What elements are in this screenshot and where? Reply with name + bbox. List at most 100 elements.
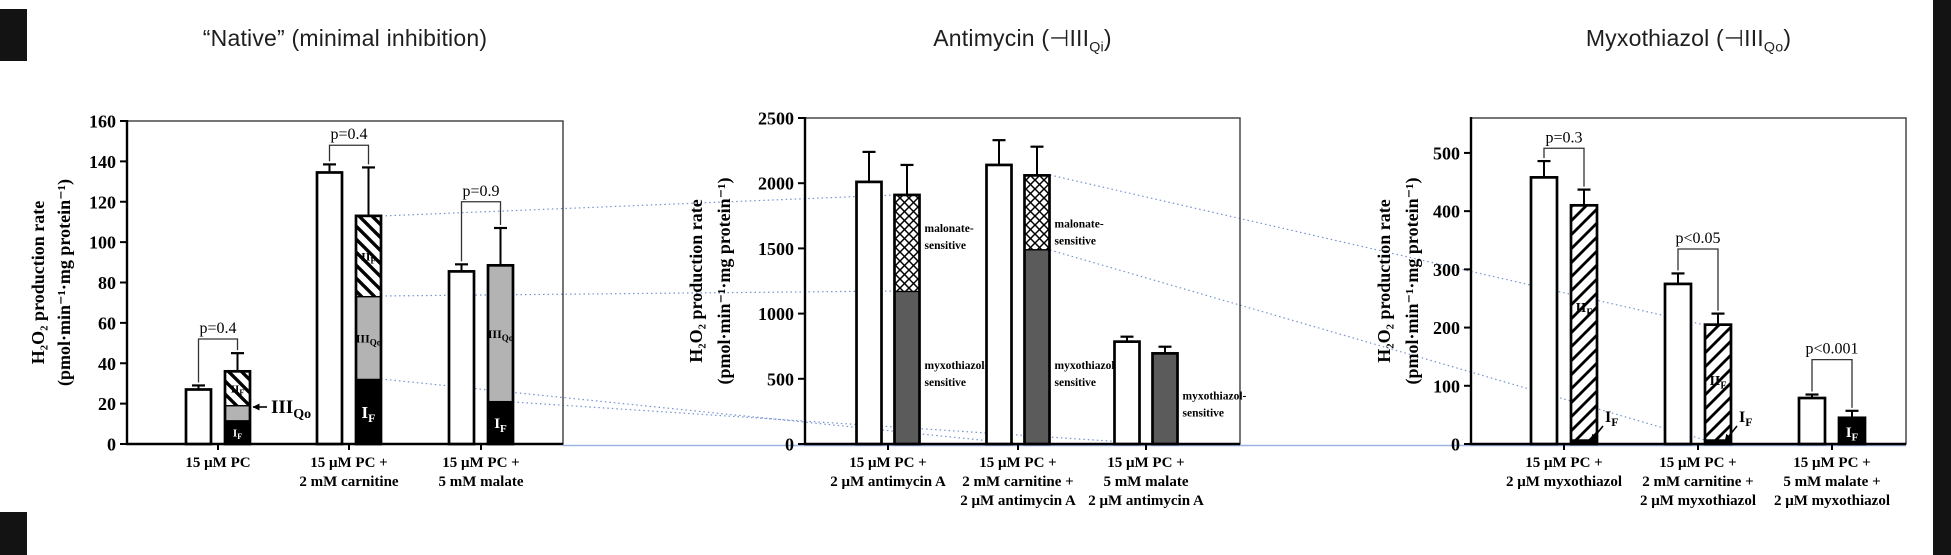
panel-title-native-text: “Native” (minimal inhibition) (202, 25, 488, 51)
segment-label: IIF (361, 250, 376, 266)
p-value-label: p=0.4 (199, 320, 236, 337)
if-annotation-label: IF (1739, 409, 1753, 429)
bar-segment-complex-IIIQo (224, 404, 251, 422)
screen-edge-bottom-left (0, 512, 27, 555)
sensitivity-side-label: sensitive (1183, 408, 1225, 420)
panel-title-antimycin-text: Antimycin (⊣III (933, 25, 1090, 51)
panel-title-myxothiazol-subscript: Qo (1763, 39, 1784, 56)
bar-open (1113, 340, 1141, 446)
panel-title-antimycin-close: ) (1103, 25, 1112, 51)
x-tick-label-line: 5 mM malate (1104, 474, 1189, 490)
sensitivity-side-label: sensitive (925, 240, 967, 252)
y-tick-label: 100 (89, 233, 116, 253)
connector-line (512, 401, 1156, 445)
sensitivity-side-label: myxothiazol- (925, 360, 989, 372)
p-bracket (1543, 147, 1585, 187)
y-tick-label: 1000 (758, 304, 794, 324)
x-tick-label-line: 15 μM PC + (1793, 455, 1870, 471)
chart-native: 0 20 40 60 80 100 120 140 160 H₂O₂ production rat… (28, 112, 564, 490)
x-tick-label-line: 2 μM antimycin A (830, 474, 946, 490)
iiiqo-annotation-label: IIIQo (271, 397, 311, 422)
p-value-label: p=0.3 (1545, 129, 1582, 146)
p-bracket (328, 144, 370, 165)
segment-label: IIF (1709, 374, 1726, 392)
segment-label: IIIQo (356, 331, 382, 347)
x-tick-label-line: 2 mM carnitine + (1642, 474, 1753, 490)
p-value-label: p=0.4 (330, 126, 367, 143)
y-axis-label-line: H₂O₂ production rate (28, 201, 48, 364)
panel-title-antimycin: Antimycin (⊣IIIQi) (805, 25, 1240, 56)
segment-label: IIF (1575, 301, 1592, 319)
y-tick-label: 200 (1433, 318, 1460, 338)
x-tick-label-line: 2 μM myxothiazol (1506, 474, 1622, 490)
y-tick-label: 300 (1433, 260, 1460, 280)
y-axis-label-line: H₂O₂ production rate (1374, 199, 1394, 362)
y-tick-label: 80 (98, 273, 116, 293)
x-tick-label-line: 15 μM PC + (979, 455, 1056, 471)
y-tick-label: 0 (785, 435, 794, 455)
screen-edge-top-left (0, 9, 27, 61)
y-tick-label: 140 (89, 152, 116, 172)
bar-segment-complex-IIF (1570, 204, 1598, 441)
connector-line (380, 194, 896, 217)
sensitivity-side-label: malonate- (1055, 219, 1104, 231)
panel-title-myxothiazol-text: Myxothiazol (⊣III (1585, 25, 1764, 51)
bar-segment-malonate-sensitive (1023, 174, 1051, 251)
p-bracket (1811, 358, 1853, 408)
y-tick-label: 160 (89, 112, 116, 132)
bar-segment-complex-IF (487, 400, 514, 445)
x-tick-label-line: 2 μM antimycin A (1088, 493, 1204, 509)
bar-segment-complex-IIF (355, 215, 382, 298)
y-axis-label-line: H₂O₂ production rate (686, 199, 706, 362)
y-tick-label: 1500 (758, 239, 794, 259)
bar-segment-myxothiazol-sensitive (893, 290, 921, 445)
x-tick-label-line: 15 μM PC + (1659, 455, 1736, 471)
bar-open (985, 163, 1013, 446)
chart-myxothiazol: 0 100 200 300 400 500 H₂O₂ production rate (pmo… (1374, 117, 1907, 509)
x-tick-label-line: 15 μM PC + (1107, 455, 1184, 471)
bar-open (447, 270, 476, 446)
segment-label: IF (233, 427, 242, 441)
segment-label: IIF (231, 383, 245, 397)
x-tick-label-line: 2 mM carnitine + (962, 474, 1073, 490)
panel-title-antimycin-subscript: Qi (1089, 39, 1104, 56)
p-bracket (197, 338, 239, 383)
p-value-label: p<0.001 (1805, 341, 1858, 358)
x-tick-label-line: 2 μM myxothiazol (1640, 493, 1756, 509)
x-tick-label-line: 15 μM PC (185, 455, 250, 471)
bar-open (184, 388, 213, 446)
sensitivity-side-label: sensitive (1055, 377, 1097, 389)
y-tick-label: 2500 (758, 109, 794, 129)
panel-title-myxothiazol: Myxothiazol (⊣IIIQo) (1471, 25, 1906, 56)
segment-label: IF (362, 403, 376, 425)
y-tick-label: 40 (98, 354, 116, 374)
y-tick-label: 120 (89, 192, 116, 212)
y-tick-label: 0 (1451, 435, 1460, 455)
p-value-label: p<0.05 (1675, 230, 1720, 247)
y-axis-label-line: (pmol·min⁻¹·mg protein⁻¹) (1402, 178, 1423, 385)
panel-title-native: “Native” (minimal inhibition) (127, 25, 563, 56)
bar-segment-myxothiazol-sensitive (1023, 249, 1051, 445)
x-tick-label-line: 15 μM PC + (1525, 455, 1602, 471)
y-tick-label: 500 (767, 369, 794, 389)
y-tick-label: 400 (1433, 202, 1460, 222)
sensitivity-side-label: sensitive (925, 377, 967, 389)
x-tick-label-line: 5 mM malate (439, 474, 524, 490)
bar-open (1797, 396, 1827, 446)
x-tick-label-line: 2 mM carnitine (299, 474, 398, 490)
if-annotation-label: IF (1605, 409, 1619, 429)
screen-edge-right (1933, 0, 1951, 555)
y-axis-label-line: (pmol·min⁻¹·mg protein⁻¹) (714, 178, 735, 385)
x-tick-label-line: 2 μM myxothiazol (1774, 493, 1890, 509)
x-tick-label-line: 5 mM malate + (1783, 474, 1880, 490)
bar-solid (1151, 352, 1179, 446)
p-bracket (460, 201, 502, 262)
bar-open (315, 171, 344, 446)
sensitivity-side-label: myxothiazol- (1183, 391, 1247, 403)
y-tick-label: 2000 (758, 174, 794, 194)
segment-label: IIIQo (488, 327, 514, 343)
x-tick-label-line: 2 μM antimycin A (960, 493, 1076, 509)
bar-open (1529, 176, 1559, 446)
